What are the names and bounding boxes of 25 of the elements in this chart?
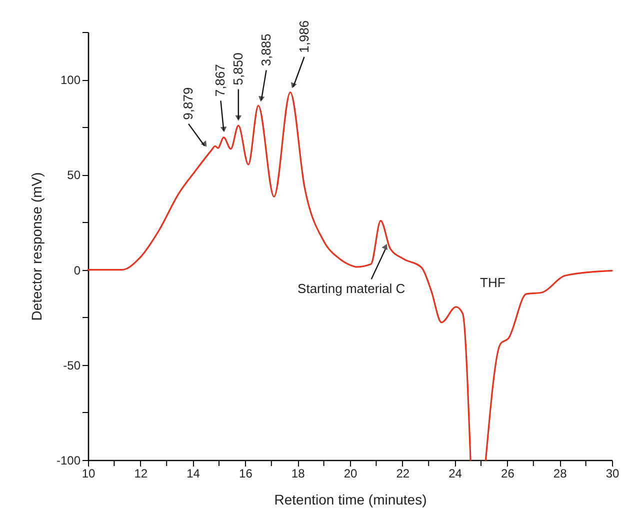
x-tick-label: 28	[553, 466, 568, 480]
annotation: 9,879	[180, 87, 196, 120]
x-tick-label: 12	[134, 466, 148, 480]
annotation: Starting material C	[298, 281, 406, 296]
x-tick-label: 30	[606, 466, 620, 480]
x-tick-label: 24	[448, 466, 462, 480]
annotation: 3,885	[258, 34, 274, 66]
x-tick-label: 20	[344, 466, 358, 480]
x-tick-label: 14	[186, 466, 200, 480]
annotation: 1,986	[296, 20, 312, 53]
y-tick-label: 100	[60, 73, 81, 88]
y-axis-title: Detector response (mV)	[28, 172, 44, 321]
x-tick-label: 18	[291, 466, 306, 480]
annotation: THF	[480, 275, 506, 290]
x-tick-label: 10	[82, 466, 96, 480]
y-tick-label: 0	[74, 263, 81, 278]
annotation: 5,850	[230, 52, 246, 86]
y-tick-label: -100	[56, 454, 81, 468]
annotation: 7,867	[212, 64, 228, 97]
x-tick-label: 26	[501, 466, 515, 480]
x-axis-title: Retention time (minutes)	[274, 492, 427, 508]
y-tick-label: -50	[63, 358, 81, 372]
x-tick-label: 22	[396, 466, 410, 480]
x-tick-label: 16	[239, 466, 253, 480]
y-tick-label: 50	[67, 168, 81, 182]
